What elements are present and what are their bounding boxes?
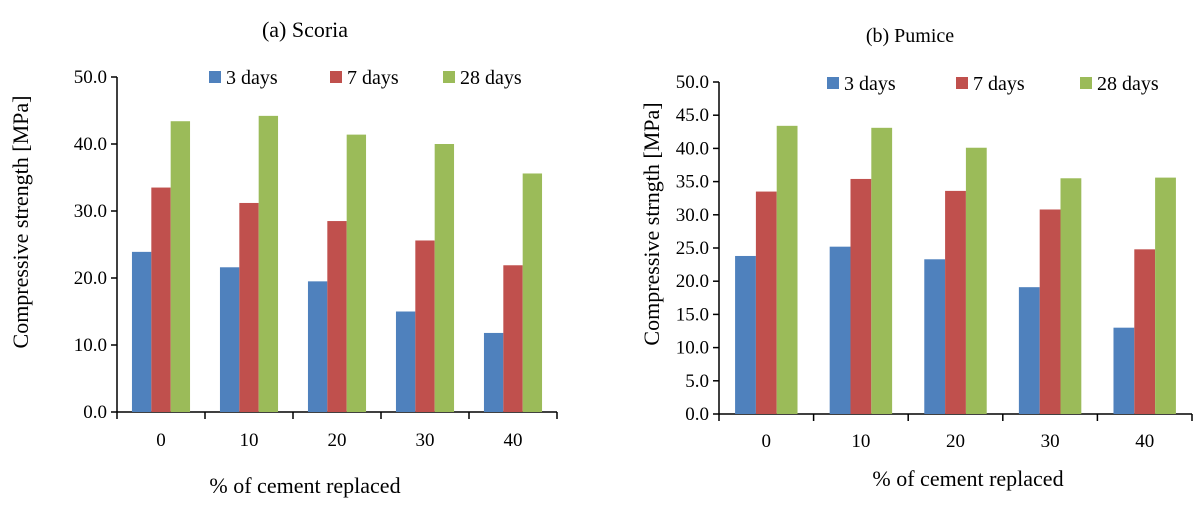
x-tick-label: 30 [416, 430, 435, 451]
bar-3-days-0 [131, 251, 152, 412]
y-tick-label: 50.0 [74, 67, 107, 88]
y-tick-label: 50.0 [676, 72, 709, 93]
bar-7-days-30 [415, 240, 435, 412]
bar-28-days-30 [1060, 178, 1082, 414]
y-tick-label: 5.0 [685, 371, 709, 392]
bar-28-days-40 [522, 173, 543, 412]
y-tick-label: 10.0 [676, 338, 709, 359]
y-tick-label: 0.0 [83, 402, 107, 423]
legend-swatch [956, 77, 968, 89]
chart-title: (b) Pumice [866, 25, 954, 47]
bar-28-days-10 [258, 115, 279, 413]
chart-pumice: (b) Pumice 0.0 5.0 10.0 15.0 20.0 25.0 30.0 35.0… [600, 0, 1197, 506]
bar-3-days-10 [829, 246, 851, 414]
x-tick-label: 40 [1135, 431, 1154, 452]
bar-7-days-10 [850, 178, 872, 414]
legend-label: 7 days [973, 73, 1025, 95]
legend-swatch [330, 71, 342, 83]
x-axis-label: % of cement replaced [872, 466, 1063, 491]
legend-label: 28 days [1097, 73, 1159, 95]
bar-28-days-40 [1155, 177, 1176, 414]
bar-28-days-10 [871, 127, 893, 414]
chart-scoria-svg: (a) Scoria 0.0 10.0 20.0 30.0 40.0 50.0 0 10 20 30… [8, 17, 558, 498]
chart-title: (a) Scoria [262, 17, 348, 42]
y-tick-label: 40.0 [676, 138, 709, 159]
bar-7-days-20 [945, 190, 966, 414]
chart-scoria: (a) Scoria 0.0 10.0 20.0 30.0 40.0 50.0 0 10 20 30… [0, 0, 590, 506]
y-tick-label: 35.0 [676, 172, 709, 193]
bar-7-days-10 [239, 202, 259, 412]
bar-28-days-0 [776, 125, 798, 414]
legend-swatch [443, 71, 455, 83]
bar-3-days-30 [1018, 287, 1040, 414]
bar-28-days-20 [346, 134, 367, 412]
bar-28-days-0 [170, 121, 191, 412]
chart-pumice-svg: (b) Pumice 0.0 5.0 10.0 15.0 20.0 25.0 30.0 35.0… [639, 25, 1193, 491]
bar-3-days-20 [924, 259, 946, 414]
y-tick-label: 30.0 [676, 205, 709, 226]
bar-3-days-20 [307, 281, 328, 412]
y-tick-label: 40.0 [74, 134, 107, 155]
bar-28-days-20 [965, 147, 987, 414]
legend-swatch [209, 71, 221, 83]
x-tick-label: 20 [946, 431, 965, 452]
bar-7-days-30 [1039, 209, 1061, 414]
legend-swatch [827, 77, 839, 89]
y-tick-label: 20.0 [74, 268, 107, 289]
y-tick-label: 0.0 [685, 404, 709, 425]
legend-label: 7 days [347, 67, 399, 89]
legend-swatch [1080, 77, 1092, 89]
y-tick-label: 20.0 [676, 271, 709, 292]
bar-7-days-0 [151, 187, 171, 412]
x-tick-label: 0 [762, 431, 772, 452]
x-tick-label: 10 [851, 431, 870, 452]
y-axis-label: Compressive strngth [MPa] [639, 102, 664, 345]
x-tick-label: 0 [156, 430, 166, 451]
bar-28-days-30 [434, 144, 455, 412]
y-tick-label: 25.0 [676, 238, 709, 259]
bar-3-days-0 [735, 255, 756, 414]
x-tick-label: 40 [504, 430, 523, 451]
y-tick-label: 30.0 [74, 201, 107, 222]
x-axis-label: % of cement replaced [209, 473, 400, 498]
y-axis-label: Compressive strength [MPa] [8, 96, 33, 349]
legend-label: 3 days [226, 67, 278, 89]
legend-label: 28 days [460, 67, 522, 89]
bar-7-days-40 [1134, 249, 1156, 414]
bar-3-days-40 [483, 332, 504, 412]
bar-7-days-20 [327, 221, 347, 412]
x-tick-label: 30 [1041, 431, 1060, 452]
x-tick-label: 10 [240, 430, 259, 451]
bar-7-days-0 [755, 191, 777, 414]
bar-7-days-40 [503, 265, 523, 412]
bar-3-days-40 [1113, 327, 1135, 414]
y-tick-label: 10.0 [74, 335, 107, 356]
y-tick-label: 45.0 [676, 105, 709, 126]
legend-label: 3 days [844, 73, 896, 95]
bar-3-days-30 [395, 311, 416, 412]
x-tick-label: 20 [328, 430, 347, 451]
y-tick-label: 15.0 [676, 304, 709, 325]
bar-3-days-10 [219, 267, 240, 412]
